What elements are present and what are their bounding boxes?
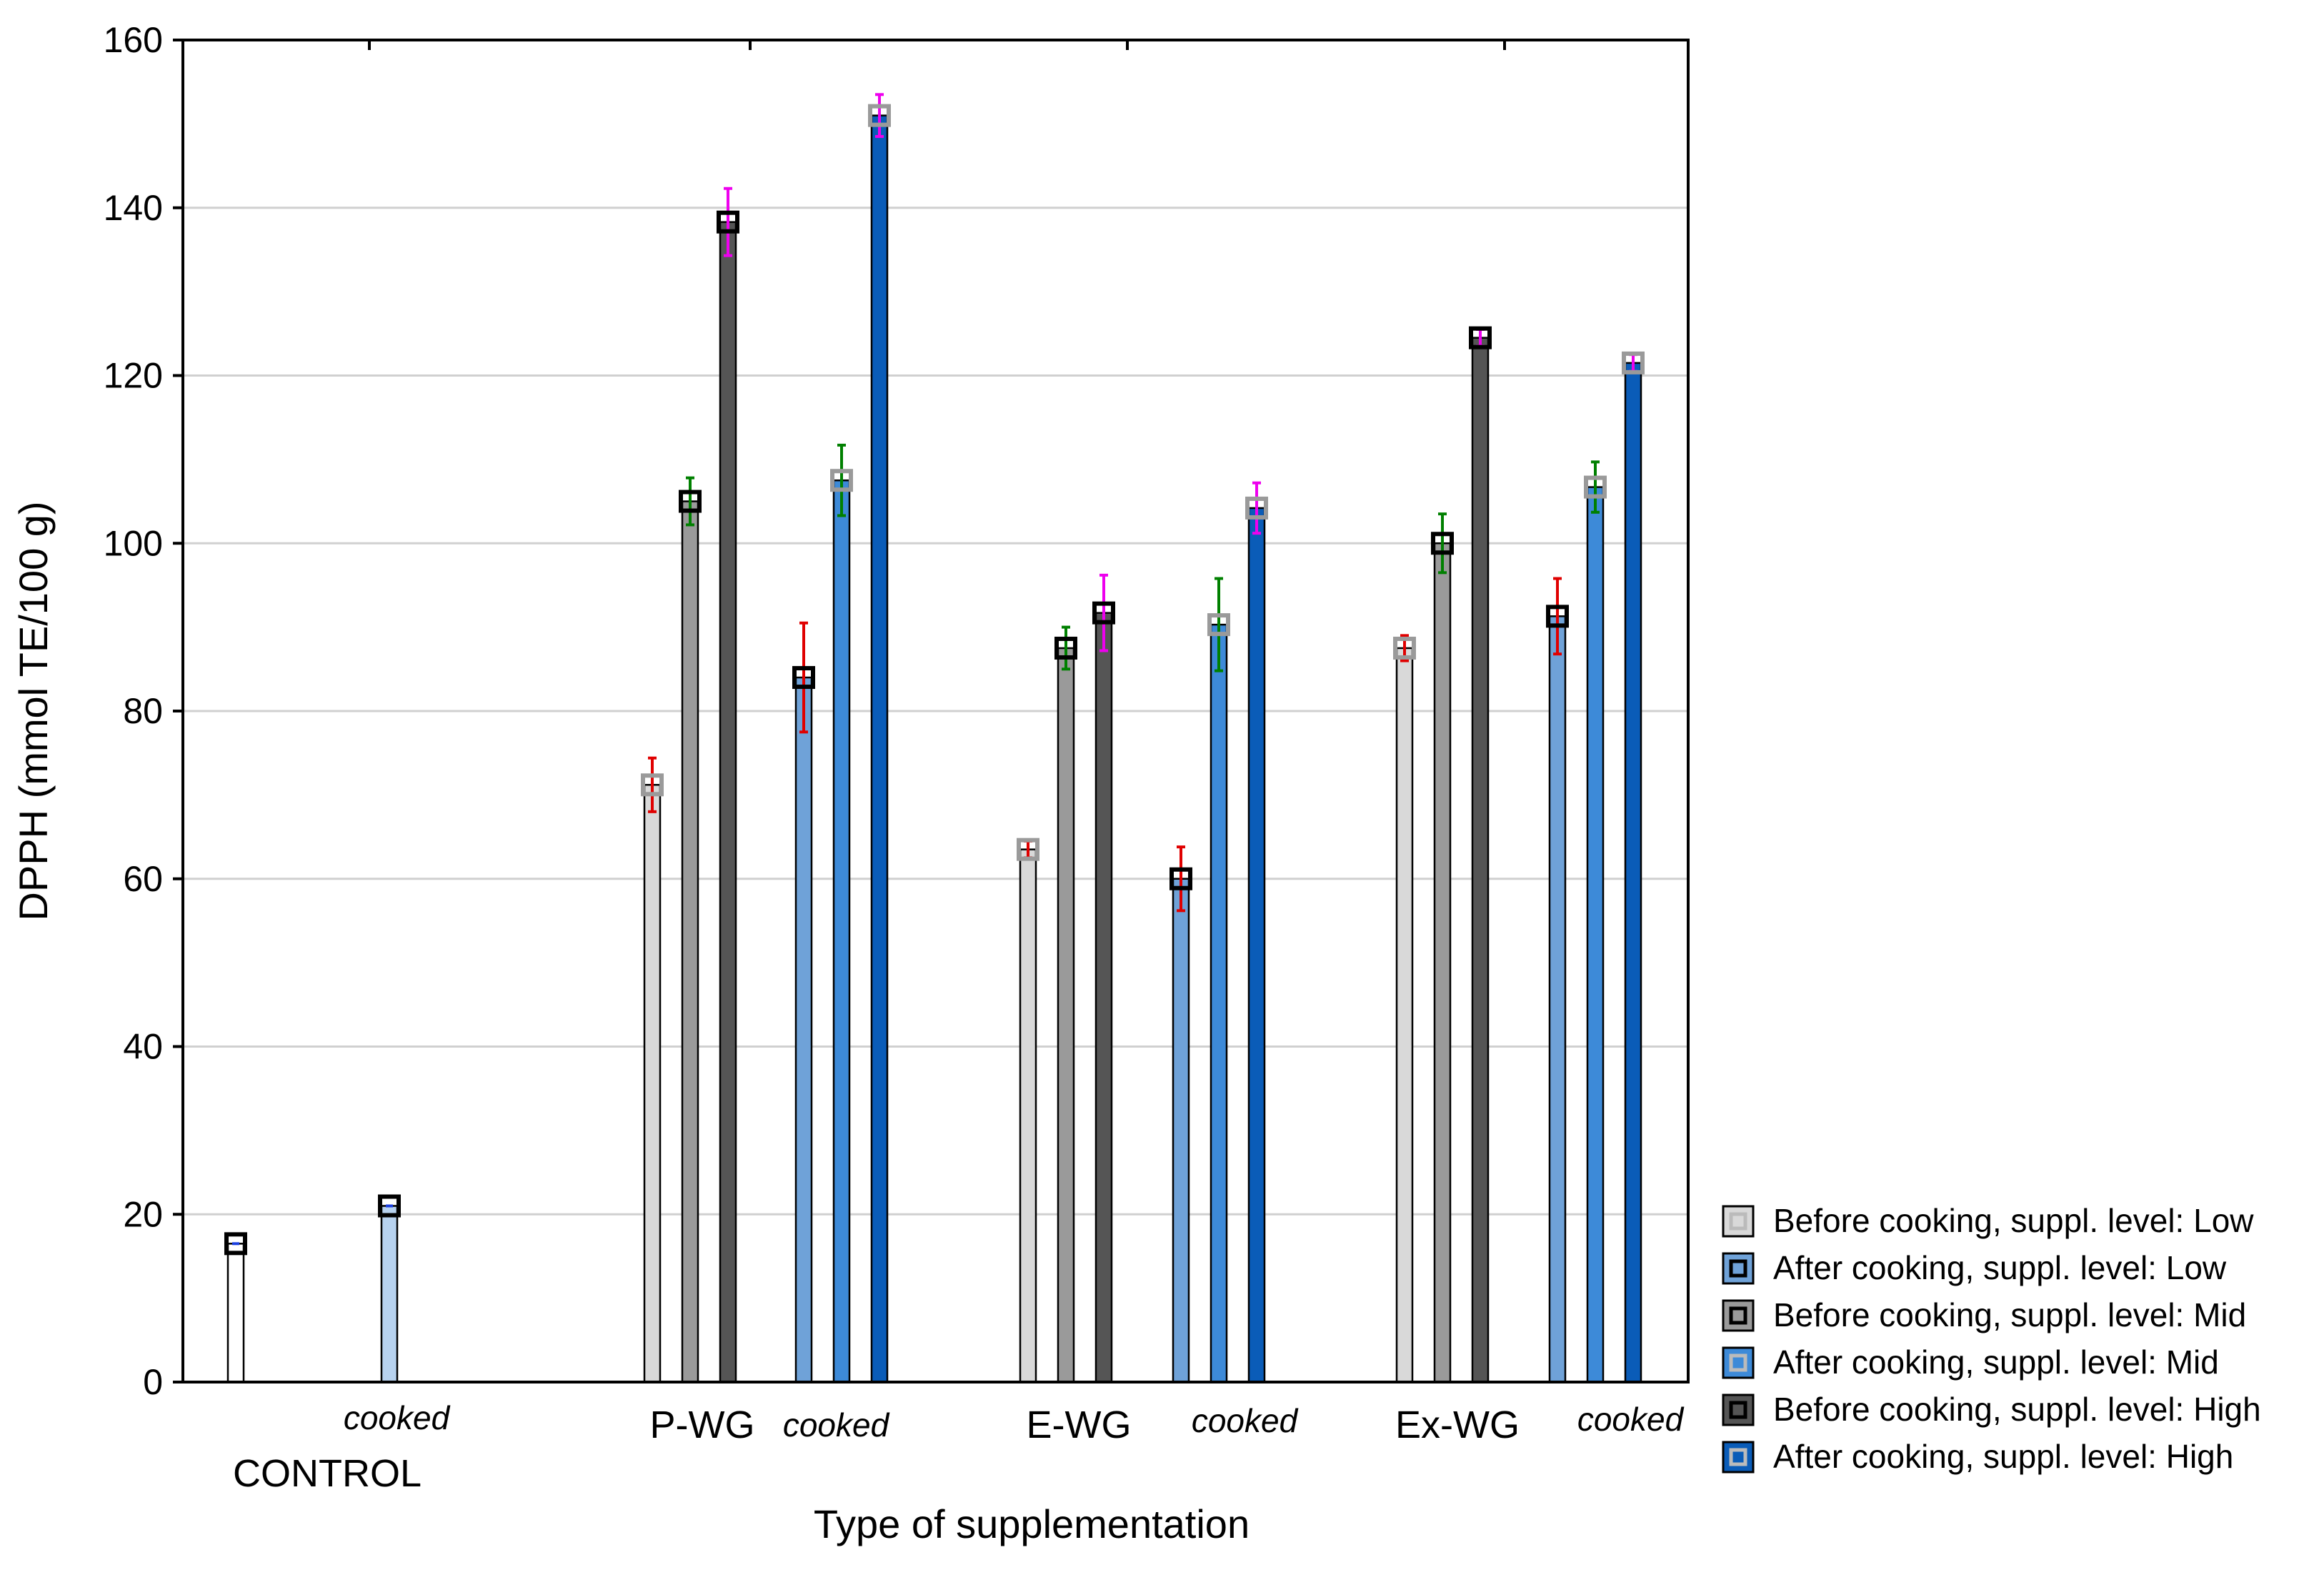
bar xyxy=(832,479,851,1383)
mean-marker xyxy=(717,210,739,234)
mean-marker xyxy=(868,104,891,127)
legend-swatch xyxy=(1722,1441,1755,1474)
bar xyxy=(1433,542,1452,1383)
legend-swatch xyxy=(1722,1346,1755,1379)
bar xyxy=(794,676,813,1383)
bar xyxy=(681,500,699,1383)
legend-swatch xyxy=(1722,1393,1755,1426)
bar xyxy=(1395,647,1414,1383)
y-tick-label: 0 xyxy=(143,1362,163,1402)
mean-marker xyxy=(1622,351,1645,374)
mean-marker xyxy=(1546,605,1569,628)
cooked-label: cooked xyxy=(783,1406,890,1444)
bar xyxy=(226,1243,245,1383)
mean-marker xyxy=(1092,601,1115,625)
mean-marker xyxy=(1393,636,1416,660)
mean-marker xyxy=(792,666,815,690)
cooked-label: cooked xyxy=(344,1399,451,1436)
legend-marker xyxy=(1729,1306,1747,1325)
y-tick-label: 40 xyxy=(123,1027,163,1067)
legend-swatch xyxy=(1722,1252,1755,1285)
legend-label: Before cooking, suppl. level: Mid xyxy=(1773,1296,2246,1333)
y-axis-ticks: 0 20 40 60 80 100 120 140 160 xyxy=(104,20,1506,1402)
mean-marker xyxy=(1245,496,1268,520)
legend-marker xyxy=(1729,1448,1747,1466)
legend-marker xyxy=(1729,1212,1747,1231)
bar xyxy=(1057,647,1075,1383)
mean-marker xyxy=(1584,475,1607,499)
mean-marker xyxy=(1017,838,1039,861)
legend-label: Before cooking, suppl. level: Low xyxy=(1773,1202,2254,1239)
legend-swatch xyxy=(1722,1299,1755,1332)
bar xyxy=(719,221,737,1383)
y-tick-label: 20 xyxy=(123,1194,163,1234)
gridlines xyxy=(183,207,1688,1216)
mean-marker xyxy=(1469,326,1492,349)
mean-marker xyxy=(1170,867,1192,890)
bar xyxy=(870,114,889,1383)
mean-marker xyxy=(1207,613,1230,637)
y-tick-label: 60 xyxy=(123,859,163,899)
bar xyxy=(380,1205,399,1383)
bar xyxy=(1247,507,1266,1383)
y-tick-label: 160 xyxy=(104,20,163,60)
legend-label: After cooking, suppl. level: Mid xyxy=(1773,1343,2219,1381)
mean-marker xyxy=(641,773,664,797)
bar xyxy=(1586,486,1605,1383)
mean-marker xyxy=(224,1232,247,1256)
bar xyxy=(1019,848,1037,1383)
bar xyxy=(1172,878,1190,1383)
legend-marker xyxy=(1729,1353,1747,1372)
bar xyxy=(643,784,662,1383)
y-tick-label: 100 xyxy=(104,523,163,563)
mean-marker xyxy=(1431,532,1454,555)
legend-label: After cooking, suppl. level: Low xyxy=(1773,1249,2227,1286)
mean-marker xyxy=(679,490,702,513)
legend-label: After cooking, suppl. level: High xyxy=(1773,1438,2233,1475)
mean-marker xyxy=(1054,636,1077,660)
y-tick-label: 80 xyxy=(123,691,163,731)
cooked-label: cooked xyxy=(1577,1401,1685,1438)
bars xyxy=(226,114,1642,1383)
bar xyxy=(1471,337,1490,1383)
bar xyxy=(1094,612,1113,1383)
legend-label: Before cooking, suppl. level: High xyxy=(1773,1391,2261,1428)
bar xyxy=(1210,623,1228,1383)
mean-marker xyxy=(830,469,853,492)
group-label: Ex-WG xyxy=(1395,1403,1520,1446)
mean-markers xyxy=(224,104,1645,1256)
legend-swatch xyxy=(1722,1205,1755,1238)
group-label: P-WG xyxy=(650,1403,755,1446)
mean-marker xyxy=(378,1194,401,1218)
x-axis-labels: CONTROL cooked P-WG cooked E-WG cooked Ex-WG co… xyxy=(233,1399,1685,1495)
bar xyxy=(1624,362,1642,1383)
group-label: CONTROL xyxy=(233,1452,422,1495)
group-label: E-WG xyxy=(1027,1403,1132,1446)
legend-marker xyxy=(1729,1401,1747,1419)
x-axis-title: Type of supplementation xyxy=(814,1501,1250,1546)
bar xyxy=(1548,615,1567,1383)
legend: Before cooking, suppl. level: Low After c… xyxy=(1722,1202,2261,1475)
cooked-label: cooked xyxy=(1192,1402,1299,1439)
y-axis-title: DPPH (mmol TE/100 g) xyxy=(11,501,56,920)
y-tick-label: 120 xyxy=(104,356,163,396)
legend-marker xyxy=(1729,1259,1747,1278)
y-tick-label: 140 xyxy=(104,188,163,228)
